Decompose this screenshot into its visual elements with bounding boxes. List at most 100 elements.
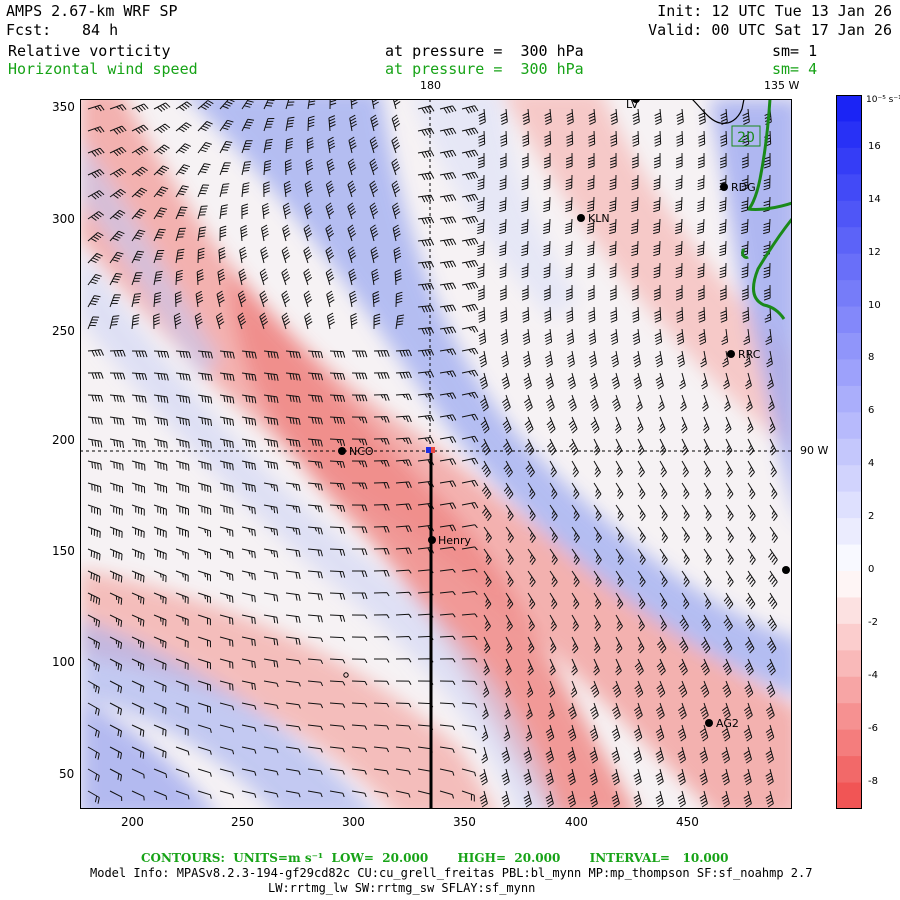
wind-barb [197, 768, 212, 777]
wind-barb [720, 130, 728, 147]
wind-barb [263, 350, 279, 359]
wind-barb [306, 137, 314, 154]
wind-barb [632, 328, 641, 346]
contours-info: CONTOURS: UNITS=m s⁻¹ LOW= 20.000 HIGH= … [141, 851, 729, 865]
wind-barb [505, 614, 513, 632]
wind-barb [87, 372, 104, 380]
wind-barb [615, 592, 624, 610]
wind-barb [262, 202, 270, 220]
wind-barb [767, 372, 774, 390]
wind-barb [680, 416, 688, 434]
wind-barb [395, 393, 412, 401]
wind-barb [153, 123, 171, 134]
wind-barb [153, 636, 167, 649]
wind-barb [175, 548, 189, 560]
wind-barb [675, 196, 683, 213]
wind-barb [87, 614, 101, 628]
wind-barb [723, 592, 734, 610]
wind-barb [632, 306, 640, 323]
wind-barb [285, 658, 301, 665]
wind-barb [593, 548, 602, 565]
wind-barb [329, 592, 346, 600]
wind-barb [197, 526, 212, 538]
wind-barb [543, 152, 551, 169]
wind-barb [347, 202, 357, 220]
wind-barb [549, 526, 558, 544]
wind-barb [637, 504, 646, 522]
wind-barb [417, 436, 435, 444]
wind-barb [655, 702, 665, 720]
wind-barb [87, 394, 104, 402]
wind-barb [521, 284, 529, 301]
wind-barb [109, 592, 123, 605]
wind-barb [131, 208, 147, 220]
wind-barb [348, 268, 357, 286]
wind-barb [109, 790, 123, 802]
vorticity-shading [80, 99, 792, 809]
wind-barb [659, 592, 668, 610]
wind-barb [678, 680, 688, 698]
wind-barb [153, 228, 166, 242]
wind-barb [348, 136, 357, 154]
wind-barb [131, 636, 145, 649]
wind-barb [325, 224, 335, 242]
wind-barb [369, 136, 379, 154]
wind-barb [461, 127, 479, 136]
wind-barb [724, 416, 732, 434]
wind-barb [681, 526, 690, 544]
wind-barb [303, 246, 313, 264]
wind-barb [719, 240, 727, 257]
wind-barb [175, 394, 191, 404]
wind-barb [439, 194, 457, 203]
wind-barb [654, 306, 662, 323]
wind-barb [219, 460, 234, 471]
wind-barb [653, 240, 661, 257]
wind-barb [219, 372, 235, 382]
wind-barb [237, 312, 247, 330]
wind-barb [373, 702, 390, 708]
station-dot-nco [338, 447, 346, 455]
wind-barb [439, 172, 457, 181]
wind-barb [395, 658, 412, 663]
wind-barb [131, 746, 145, 759]
wind-barb [197, 438, 212, 449]
wind-barb [588, 328, 597, 346]
wind-barb [395, 481, 412, 489]
wind-barb [763, 262, 771, 279]
wind-barb [263, 181, 270, 198]
wind-barb [219, 225, 227, 242]
wind-barb [329, 526, 346, 534]
wind-barb [351, 372, 368, 380]
wind-barb [197, 636, 211, 648]
wind-barb [370, 246, 379, 264]
colorbar-cell [836, 359, 862, 387]
wind-barb [87, 504, 101, 516]
wind-barb [480, 416, 490, 434]
wind-barb [153, 570, 167, 583]
field2-name: Horizontal wind speed [8, 60, 198, 78]
wind-barb [327, 312, 335, 330]
x-tick: 250 [231, 815, 254, 829]
wind-barb [131, 768, 145, 779]
wind-barb [329, 548, 346, 556]
wind-barb [87, 274, 102, 286]
wind-barb [659, 482, 668, 500]
wind-barb [746, 416, 754, 434]
wind-barb [701, 372, 708, 390]
wind-barb [631, 174, 639, 191]
wind-barb [351, 614, 368, 619]
wind-barb [721, 328, 729, 346]
wind-barb [679, 614, 689, 632]
wind-barb [571, 460, 579, 478]
wind-barb [417, 172, 435, 181]
wind-barb [609, 284, 617, 301]
wind-barb [131, 614, 145, 627]
wind-barb [351, 702, 368, 708]
wind-barb [153, 746, 167, 759]
wind-barb [681, 504, 690, 522]
wind-barb [525, 438, 535, 456]
wind-barb [567, 394, 577, 412]
wind-barb [725, 460, 733, 478]
wind-barb [461, 282, 479, 290]
wind-barb [522, 130, 530, 147]
